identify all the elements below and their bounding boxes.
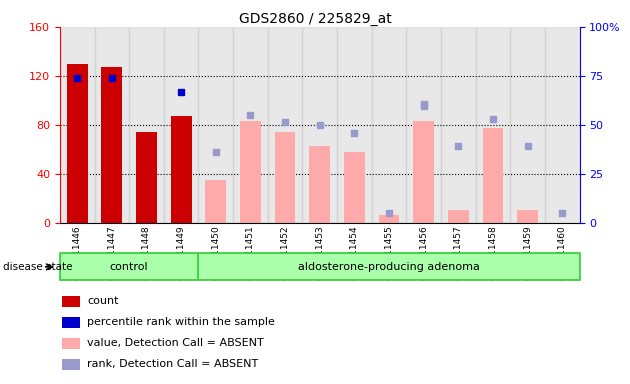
Bar [164,27,198,223]
Text: GDS2860 / 225829_at: GDS2860 / 225829_at [239,12,391,25]
Bar [198,27,233,223]
Bar [510,27,545,223]
Bar [275,132,295,223]
Bar [240,121,261,223]
Bar [62,296,80,307]
Bar [413,121,434,223]
Bar [337,27,372,223]
Bar [62,338,80,349]
Bar [517,210,538,223]
Bar [62,317,80,328]
Bar [67,64,88,223]
Bar [406,27,441,223]
Bar [372,27,406,223]
Text: disease state: disease state [3,262,72,272]
Bar [302,27,337,223]
Bar [94,27,129,223]
Bar [205,180,226,223]
Bar [379,215,399,223]
Bar [476,27,510,223]
Bar [545,27,580,223]
Bar [441,27,476,223]
Bar [171,116,192,223]
Text: rank, Detection Call = ABSENT: rank, Detection Call = ABSENT [87,359,258,369]
Bar [62,359,80,371]
Bar [60,27,94,223]
Bar [448,210,469,223]
Text: percentile rank within the sample: percentile rank within the sample [87,317,275,327]
Text: aldosterone-producing adenoma: aldosterone-producing adenoma [298,262,480,272]
Text: count: count [87,296,118,306]
Bar [483,129,503,223]
Bar [129,27,164,223]
Text: value, Detection Call = ABSENT: value, Detection Call = ABSENT [87,338,264,348]
Text: control: control [110,262,149,272]
Bar [309,146,330,223]
Bar [344,152,365,223]
Bar [136,132,157,223]
Bar [101,67,122,223]
Bar [233,27,268,223]
Bar [268,27,302,223]
